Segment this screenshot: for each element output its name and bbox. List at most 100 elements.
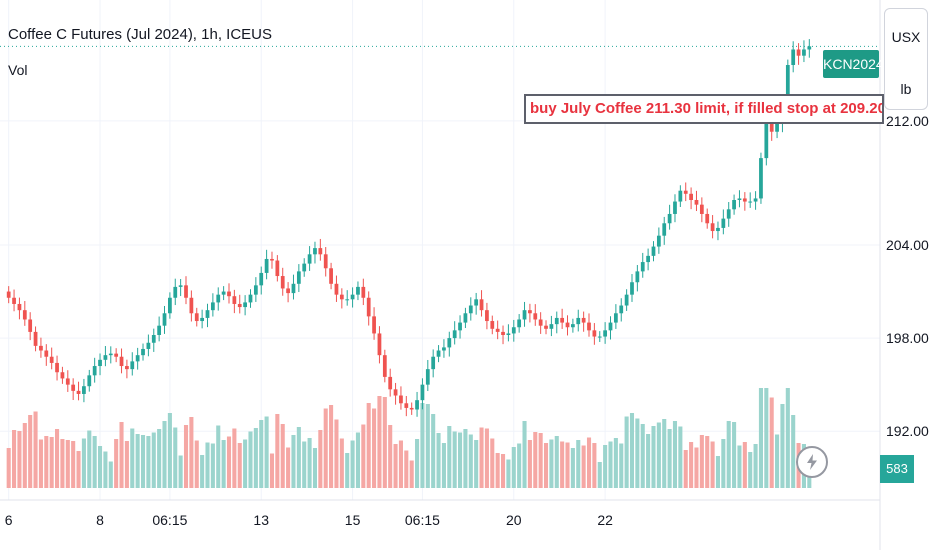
candle-body [463, 313, 468, 323]
volume-bar [742, 442, 747, 488]
volume-bar [71, 441, 76, 488]
candle-body [490, 321, 495, 329]
candle-body [82, 386, 86, 394]
candle-body [39, 345, 43, 351]
candle-body [92, 366, 97, 376]
candle-body [742, 198, 747, 202]
y-tick-label: 204.00 [886, 237, 929, 253]
lightning-icon[interactable] [796, 446, 828, 478]
candle-body [189, 297, 194, 314]
volume-bar [791, 415, 796, 488]
volume-bar [167, 413, 172, 488]
trade-annotation[interactable]: buy July Coffee 211.30 limit, if filled … [524, 94, 884, 124]
volume-bar [678, 426, 683, 488]
candle-body [334, 283, 339, 295]
candle-body [415, 400, 419, 410]
volume-bar [576, 440, 581, 488]
x-tick-label: 6 [4, 512, 13, 528]
candle-body [205, 310, 210, 318]
volume-bar [76, 451, 81, 488]
volume-bar [506, 459, 511, 488]
candle-body [146, 342, 151, 349]
volume-bar [210, 443, 215, 488]
candle-body [76, 390, 81, 394]
volume-bar [447, 426, 452, 488]
volume-bar [264, 416, 269, 488]
volume-bar [694, 447, 699, 488]
volume-bar [431, 414, 436, 488]
volume-bar [640, 424, 645, 488]
candle-body [253, 285, 258, 295]
candle-body [259, 272, 264, 286]
candle-body [350, 294, 355, 300]
candle-body [544, 325, 548, 329]
volume-bar [533, 432, 538, 488]
volume-bar [495, 453, 500, 488]
volume-bar [178, 455, 183, 488]
candle-body [307, 254, 312, 264]
candle-body [710, 223, 715, 232]
candle-body [447, 338, 452, 348]
candle-body [764, 111, 769, 159]
volume-bar [162, 421, 167, 488]
candle-body [587, 322, 591, 331]
volume-bar [409, 460, 414, 488]
volume-bar [737, 445, 742, 488]
volume-bar [415, 439, 420, 488]
candle-body [802, 49, 806, 56]
candle-body [296, 271, 301, 284]
volume-label: Vol [8, 62, 28, 78]
candle-body [608, 322, 613, 331]
candle-body [554, 317, 559, 325]
volume-bar [173, 427, 178, 488]
candle-body [377, 333, 382, 356]
candle-body [699, 204, 704, 214]
candle-body [173, 286, 178, 298]
candle-body [597, 336, 602, 338]
candle-body [425, 369, 430, 385]
candle-body [103, 355, 108, 360]
candle-body [517, 319, 522, 328]
candle-body [22, 310, 27, 320]
volume-bar [302, 441, 307, 488]
candle-body [302, 263, 307, 272]
candle-body [60, 372, 65, 379]
candle-body [243, 302, 247, 308]
volume-bar [124, 441, 129, 488]
candle-body [495, 328, 500, 332]
volume-bar [259, 420, 264, 488]
candle-body [33, 331, 38, 346]
candle-body [522, 310, 527, 320]
candle-body [420, 384, 425, 401]
x-tick-label: 06:15 [152, 512, 188, 528]
candle-body [533, 313, 538, 320]
volume-bar [624, 416, 629, 488]
volume-bar [603, 445, 608, 488]
volume-bar [753, 444, 758, 488]
volume-bar [764, 388, 769, 488]
candle-body [737, 198, 742, 200]
candle-body [603, 330, 608, 337]
volume-bar [87, 430, 92, 488]
volume-bar [543, 443, 549, 488]
candle-body [49, 356, 54, 363]
candle-body [474, 299, 479, 306]
candle-body [168, 297, 172, 314]
y-tick-label: 198.00 [886, 330, 929, 347]
candle-body [291, 283, 296, 294]
volume-bar [651, 426, 656, 488]
candle-body [694, 200, 699, 205]
candle-body [361, 286, 366, 298]
candle-body [501, 331, 505, 335]
volume-value-tag: 583 [880, 455, 914, 483]
volume-bar [689, 442, 694, 488]
candle-body [270, 258, 274, 261]
volume-bar [216, 425, 221, 488]
volume-bar [286, 447, 291, 488]
candle-body [662, 223, 667, 236]
unit-selector[interactable]: USX lb [884, 8, 928, 110]
volume-bar [404, 450, 409, 488]
volume-bar [382, 397, 387, 488]
volume-bar [500, 454, 506, 488]
